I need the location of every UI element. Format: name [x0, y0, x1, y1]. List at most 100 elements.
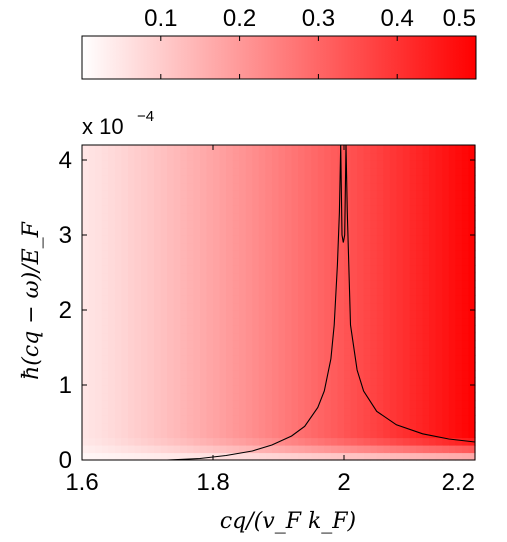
heatmap-cell: [154, 242, 162, 251]
heatmap-cell: [402, 152, 411, 161]
heatmap-cell: [416, 430, 424, 439]
heatmap-cell: [278, 302, 286, 311]
heatmap-cell: [114, 362, 122, 371]
heatmap-cell: [88, 182, 96, 191]
heatmap-cell: [226, 437, 234, 446]
heatmap-cell: [409, 280, 417, 289]
heatmap-cell: [167, 430, 175, 439]
heatmap-cell: [160, 325, 168, 334]
heatmap-cell: [337, 242, 345, 251]
heatmap-cell: [363, 452, 371, 461]
heatmap-cell: [127, 212, 135, 221]
heatmap-cell: [363, 280, 371, 289]
heatmap-cell: [160, 257, 168, 266]
heatmap-cell: [206, 370, 214, 379]
heatmap-cell: [376, 310, 384, 319]
heatmap-cell: [147, 265, 155, 274]
heatmap-cell: [402, 325, 411, 334]
heatmap-cell: [134, 317, 142, 326]
heatmap-cell: [239, 242, 247, 251]
heatmap-cell: [409, 355, 417, 364]
heatmap-cell: [461, 437, 470, 446]
heatmap-cell: [206, 295, 214, 304]
heatmap-cell: [422, 205, 430, 214]
heatmap-cell: [330, 302, 339, 311]
heatmap-cell: [468, 145, 476, 154]
heatmap-cell: [409, 377, 417, 386]
heatmap-cell: [461, 325, 470, 334]
heatmap-cell: [180, 272, 188, 281]
heatmap-cell: [88, 235, 96, 244]
heatmap-cell: [180, 355, 188, 364]
heatmap-cell: [258, 407, 266, 416]
heatmap-cell: [330, 355, 339, 364]
heatmap-cell: [402, 287, 411, 296]
heatmap-cell: [206, 257, 214, 266]
heatmap-cell: [199, 385, 208, 394]
heatmap-cell: [370, 152, 378, 161]
heatmap-cell: [344, 287, 352, 296]
heatmap-cell: [127, 175, 135, 184]
heatmap-cell: [461, 160, 470, 169]
heatmap-cell: [442, 452, 450, 461]
heatmap-cell: [173, 317, 181, 326]
heatmap-cell: [350, 362, 358, 371]
heatmap-cell: [429, 235, 437, 244]
heatmap-cell: [147, 190, 155, 199]
heatmap-cell: [357, 302, 365, 311]
heatmap-cell: [455, 242, 463, 251]
heatmap-cell: [101, 445, 109, 454]
heatmap-cell: [173, 190, 181, 199]
heatmap-cell: [95, 437, 103, 446]
heatmap-cell: [167, 407, 175, 416]
heatmap-cell: [363, 340, 371, 349]
heatmap-cell: [186, 347, 194, 356]
heatmap-cell: [108, 250, 116, 259]
heatmap-cell: [389, 415, 397, 424]
heatmap-cell: [121, 175, 129, 184]
heatmap-cell: [357, 332, 365, 341]
heatmap-cell: [186, 145, 194, 154]
heatmap-cell: [435, 190, 443, 199]
heatmap-cell: [140, 385, 149, 394]
heatmap-cell: [206, 205, 214, 214]
heatmap-cell: [298, 302, 306, 311]
heatmap-cell: [219, 182, 227, 191]
heatmap-cell: [186, 295, 194, 304]
heatmap-cell: [396, 317, 404, 326]
heatmap-cell: [127, 400, 135, 409]
heatmap-cell: [127, 280, 135, 289]
heatmap-cell: [350, 295, 358, 304]
heatmap-cell: [134, 430, 142, 439]
heatmap-cell: [199, 422, 208, 431]
heatmap-cell: [416, 422, 424, 431]
heatmap-cell: [442, 220, 450, 229]
heatmap-cell: [167, 340, 175, 349]
heatmap-cell: [213, 340, 221, 349]
heatmap-cell: [265, 227, 273, 236]
heatmap-cell: [422, 302, 430, 311]
heatmap-cell: [448, 145, 456, 154]
heatmap-cell: [448, 332, 456, 341]
heatmap-cell: [95, 242, 103, 251]
heatmap-cell: [416, 242, 424, 251]
heatmap-cell: [232, 220, 240, 229]
heatmap-cell: [160, 445, 168, 454]
heatmap-cell: [147, 392, 155, 401]
heatmap-cell: [422, 145, 430, 154]
heatmap-cell: [140, 370, 149, 379]
heatmap-cell: [409, 310, 417, 319]
heatmap-cell: [121, 235, 129, 244]
heatmap-cell: [147, 370, 155, 379]
heatmap-cell: [435, 175, 443, 184]
heatmap-cell: [167, 452, 175, 461]
heatmap-cell: [219, 302, 227, 311]
heatmap-cell: [206, 347, 214, 356]
heatmap-cell: [108, 377, 116, 386]
heatmap-cell: [396, 355, 404, 364]
heatmap-cell: [82, 272, 90, 281]
heatmap-cell: [363, 242, 371, 251]
heatmap-cell: [304, 205, 312, 214]
heatmap-cell: [271, 392, 280, 401]
heatmap-cell: [167, 152, 175, 161]
